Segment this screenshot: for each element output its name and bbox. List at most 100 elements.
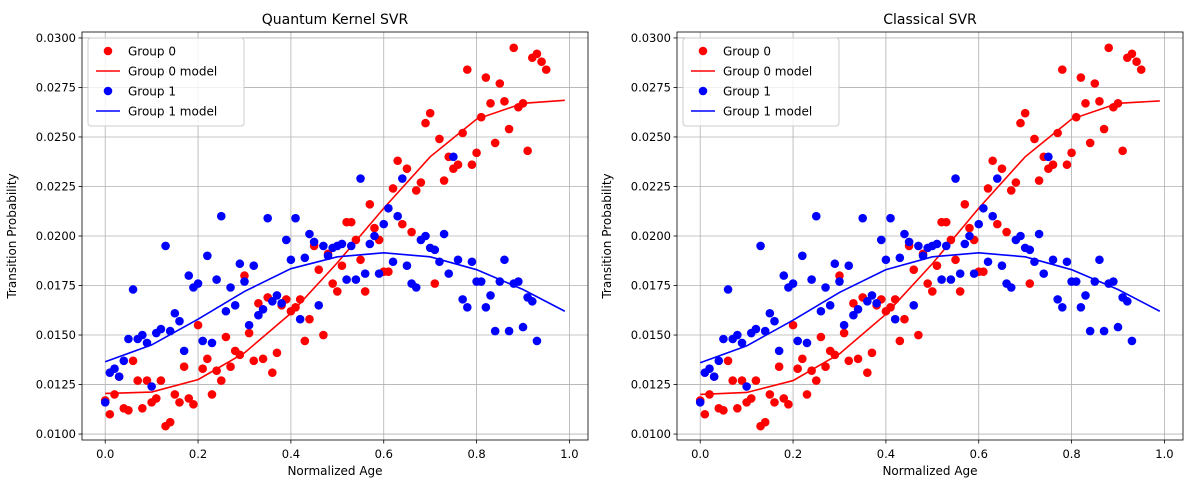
y-tick-label: 0.0175 — [631, 279, 671, 293]
group-0-point — [221, 332, 231, 342]
y-tick-label: 0.0300 — [36, 31, 76, 45]
group-1-point — [1058, 303, 1067, 312]
group-0-point — [453, 160, 463, 169]
group-1-point — [835, 277, 844, 286]
group-1-point — [309, 237, 319, 247]
group-0-point — [128, 356, 138, 366]
group-1-point — [858, 213, 867, 223]
group-1-point — [286, 255, 296, 265]
group-0-point — [1118, 146, 1127, 156]
legend-marker-group-0 — [698, 46, 708, 56]
chart-panel-classical: 0.0 0.2 0.4 0.6 0.8 1.0 0.0100 0.0125 0.0150 0.01… — [600, 12, 1184, 478]
group-0-point — [728, 376, 738, 385]
group-1-point — [124, 334, 133, 344]
group-0-point — [319, 330, 328, 340]
group-0-point — [133, 376, 143, 385]
group-1-point — [960, 239, 970, 249]
group-1-point — [774, 346, 784, 356]
group-0-point — [523, 146, 532, 156]
x-tick-label: 0.0 — [96, 447, 114, 461]
group-0-point — [788, 320, 798, 330]
group-0-point — [737, 376, 747, 385]
group-1-point — [895, 253, 905, 263]
group-0-point — [1090, 79, 1100, 88]
group-1-point — [872, 299, 881, 308]
group-0-point — [360, 287, 370, 296]
group-1-point — [1053, 295, 1062, 304]
group-1-point — [365, 239, 375, 249]
group-0-point — [779, 394, 789, 403]
group-1-point — [346, 241, 356, 251]
legend: Group 0 Group 0 model Group 1 Group 1 model — [682, 37, 840, 127]
group-1-point — [402, 261, 412, 271]
group-1-point — [751, 324, 761, 334]
group-1-point — [853, 304, 863, 314]
group-1-point — [295, 314, 305, 324]
x-axis-label: Normalized Age — [287, 464, 382, 478]
chart-title: Quantum Kernel SVR — [262, 12, 409, 28]
group-0-point — [914, 330, 923, 340]
group-0-point — [1132, 57, 1141, 67]
group-0-point — [993, 219, 1002, 229]
group-0-point — [356, 255, 365, 265]
group-0-point — [124, 405, 133, 415]
group-1-point — [779, 271, 789, 280]
group-1-point — [254, 310, 263, 320]
legend-marker-group-1 — [103, 86, 113, 96]
group-0-point — [421, 118, 430, 128]
group-0-point — [142, 376, 152, 385]
group-1-point — [161, 241, 170, 251]
group-0-point — [1030, 134, 1039, 144]
group-1-point — [1034, 229, 1044, 239]
group-0-point — [1034, 176, 1044, 185]
group-1-point — [128, 285, 138, 294]
group-0-point — [853, 354, 863, 364]
group-0-point — [770, 398, 779, 407]
group-0-point — [416, 178, 426, 187]
group-1-point — [807, 275, 816, 284]
group-1-point — [1099, 326, 1109, 336]
group-0-point — [430, 279, 440, 288]
group-0-point — [839, 328, 849, 338]
group-0-point — [1062, 160, 1072, 169]
group-0-point — [1011, 178, 1021, 187]
group-0-point — [509, 43, 519, 53]
group-1-point — [532, 336, 542, 346]
legend-label-group-0-model: Group 0 model — [128, 65, 217, 79]
group-0-point — [1016, 118, 1025, 128]
group-0-point — [867, 348, 877, 358]
group-1-point — [398, 174, 407, 183]
group-0-point — [300, 336, 310, 346]
group-0-point — [1020, 108, 1030, 118]
group-0-point — [244, 328, 254, 338]
legend-label-group-0-model: Group 0 model — [723, 65, 812, 79]
x-tick-label: 1.0 — [560, 447, 578, 461]
group-1-point — [147, 382, 156, 391]
group-1-point — [170, 308, 180, 318]
group-1-point — [439, 229, 449, 239]
group-1-point — [300, 253, 310, 263]
group-1-point — [979, 203, 988, 213]
group-1-point — [281, 235, 291, 245]
group-1-point — [384, 203, 393, 213]
x-tick-label: 0.2 — [784, 447, 802, 461]
group-1-point — [421, 231, 430, 241]
group-0-point — [1076, 73, 1086, 82]
x-tick-label: 0.6 — [970, 447, 988, 461]
y-tick-label: 0.0250 — [631, 130, 671, 144]
group-1-point — [802, 338, 812, 348]
x-tick-label: 0.0 — [691, 447, 709, 461]
group-1-point — [993, 174, 1002, 183]
group-1-point — [268, 297, 277, 306]
group-0-point — [979, 267, 988, 276]
group-1-point — [490, 326, 500, 336]
group-1-point — [184, 271, 194, 280]
y-tick-label: 0.0225 — [36, 179, 76, 193]
group-0-point — [156, 376, 166, 385]
group-0-point — [203, 354, 212, 364]
legend-label-group-1-model: Group 1 model — [723, 105, 812, 119]
group-1-point — [291, 213, 300, 223]
group-0-point — [458, 128, 467, 138]
group-0-point — [254, 299, 263, 308]
group-1-point — [198, 336, 207, 346]
